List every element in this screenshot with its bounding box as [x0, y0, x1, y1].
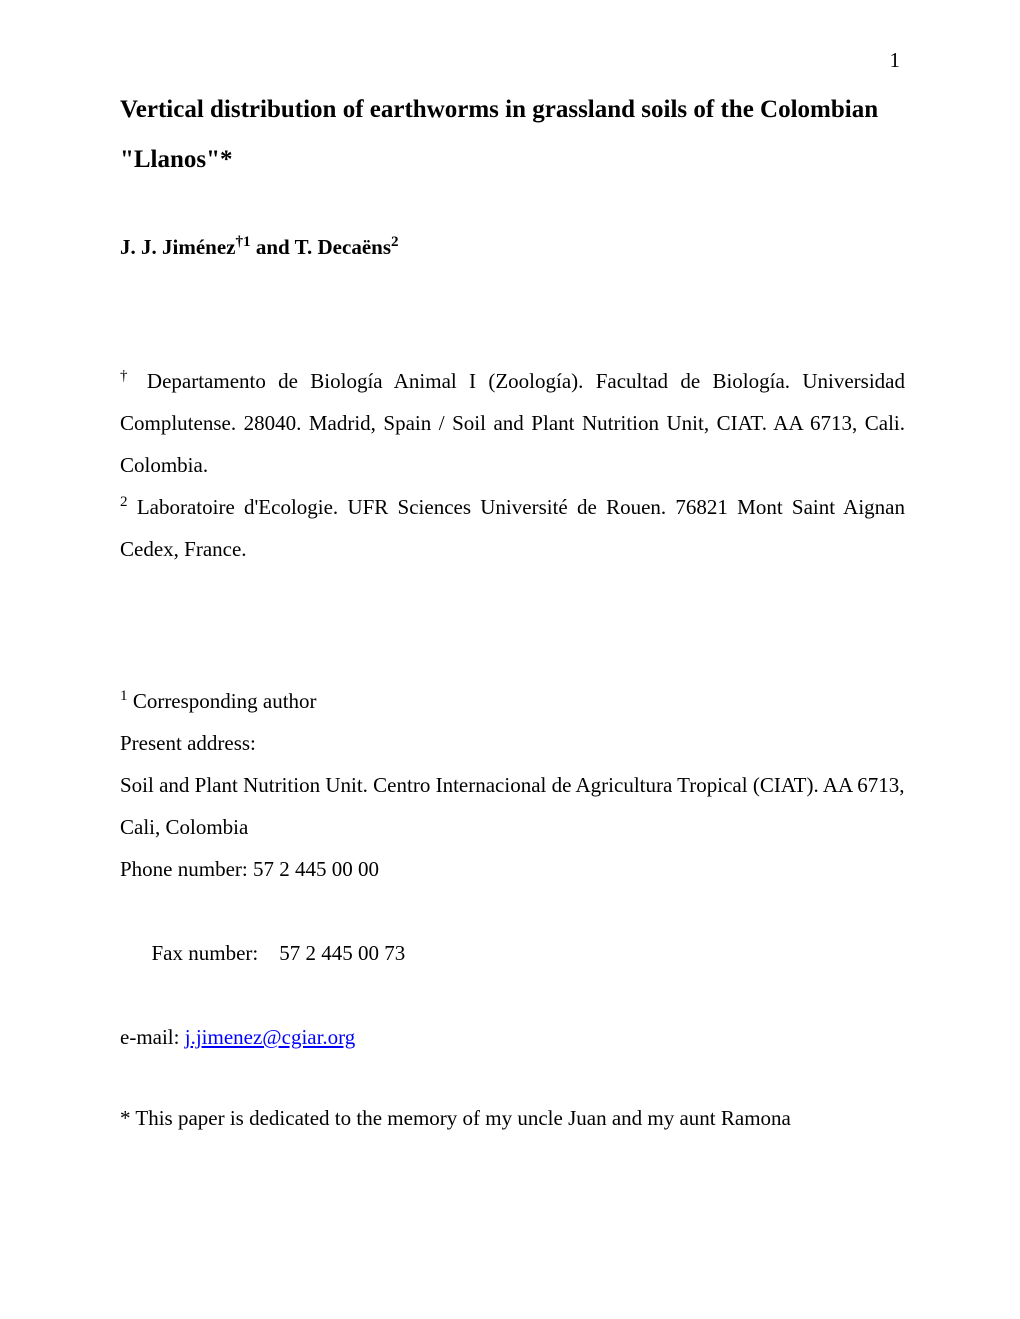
affiliation-2-text: Laboratoire d'Ecologie. UFR Sciences Uni… — [120, 495, 905, 561]
author-conjunction: and T. Decaëns — [251, 235, 391, 259]
affiliation-1-sup: † — [120, 368, 135, 384]
phone-label: Phone number: — [120, 857, 253, 881]
author-name-1: J. J. Jiménez — [120, 235, 235, 259]
fax-label: Fax number: — [152, 941, 280, 965]
affiliation-2: 2 Laboratoire d'Ecologie. UFR Sciences U… — [120, 486, 905, 570]
fax-line: Fax number: 57 2 445 00 73 — [120, 890, 905, 1016]
author-sup-1: †1 — [235, 234, 250, 250]
page-number: 1 — [890, 48, 901, 73]
corresponding-label-line: 1 Corresponding author — [120, 680, 905, 722]
phone-value: 57 2 445 00 00 — [253, 857, 379, 881]
dedication-note: * This paper is dedicated to the memory … — [120, 1106, 905, 1131]
corresponding-author-block: 1 Corresponding author Present address: … — [120, 680, 905, 1058]
affiliations-block: † Departamento de Biología Animal I (Zoo… — [120, 360, 905, 570]
email-label: e-mail: — [120, 1025, 185, 1049]
corresponding-sup: 1 — [120, 688, 128, 704]
paper-title: Vertical distribution of earthworms in g… — [120, 85, 905, 185]
corresponding-label: Corresponding author — [128, 689, 317, 713]
title-line-1: Vertical distribution of earthworms in g… — [120, 96, 878, 123]
email-link[interactable]: j.jimenez@cgiar.org — [185, 1025, 356, 1049]
author-sup-2: 2 — [391, 234, 399, 250]
affiliation-1-text: Departamento de Biología Animal I (Zoolo… — [120, 369, 905, 477]
email-line: e-mail: j.jimenez@cgiar.org — [120, 1016, 905, 1058]
title-line-2: "Llanos"* — [120, 146, 233, 173]
affiliation-1: † Departamento de Biología Animal I (Zoo… — [120, 360, 905, 486]
present-address-text: Soil and Plant Nutrition Unit. Centro In… — [120, 764, 905, 848]
fax-value: 57 2 445 00 73 — [279, 941, 405, 965]
page-root: 1 Vertical distribution of earthworms in… — [0, 0, 1020, 1319]
author-line: J. J. Jiménez†1 and T. Decaëns2 — [120, 235, 905, 260]
phone-line: Phone number: 57 2 445 00 00 — [120, 848, 905, 890]
present-address-label: Present address: — [120, 722, 905, 764]
affiliation-2-sup: 2 — [120, 494, 128, 510]
